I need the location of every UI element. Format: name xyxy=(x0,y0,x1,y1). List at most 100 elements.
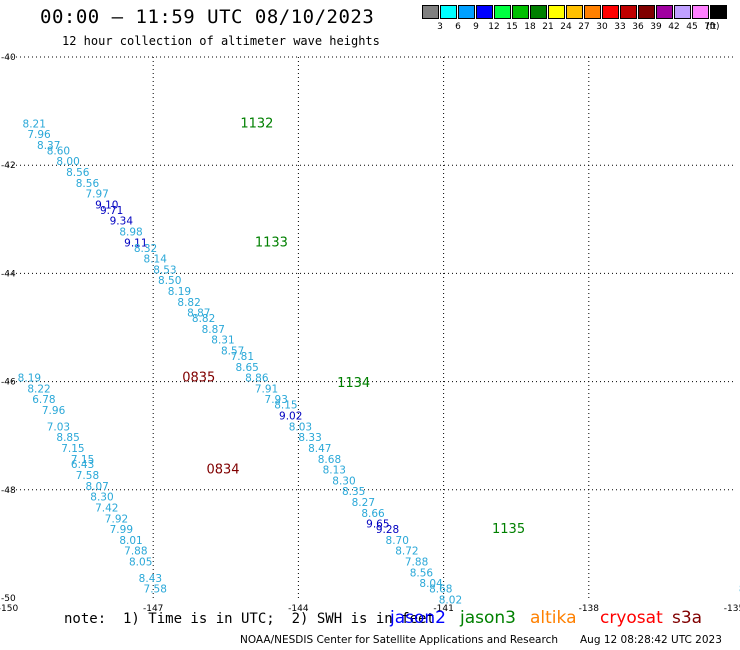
scale-label: 36 xyxy=(632,22,644,32)
scale-swatch xyxy=(476,5,493,19)
swh-value: 9.11 xyxy=(124,237,147,249)
scale-label: 39 xyxy=(650,22,662,32)
swh-value: 8.00 xyxy=(56,156,79,168)
pass-time-label: 1132 xyxy=(240,116,273,131)
scale-label: 6 xyxy=(455,22,461,32)
swh-value: 9.71 xyxy=(100,205,123,217)
page-title: 00:00 – 11:59 UTC 08/10/2023 xyxy=(40,6,375,28)
pass-time-label: 1133 xyxy=(255,235,288,250)
swh-value: 8.02 xyxy=(439,594,462,606)
swh-value: 7.91 xyxy=(255,383,278,395)
scale-swatch xyxy=(620,5,637,19)
scale-label: 15 xyxy=(506,22,518,32)
swh-value: 8.31 xyxy=(211,335,234,347)
swh-value: 7.03 xyxy=(47,421,70,433)
scale-swatch xyxy=(458,5,475,19)
swh-value: 8.57 xyxy=(221,346,244,358)
page-subtitle: 12 hour collection of altimeter wave hei… xyxy=(62,34,380,48)
scale-swatch xyxy=(656,5,673,19)
swh-value: 8.87 xyxy=(202,324,225,336)
swh-value: 7.42 xyxy=(95,502,118,514)
swh-value: 6.78 xyxy=(32,394,55,406)
swh-value: 8.50 xyxy=(158,275,181,287)
scale-label: 45 xyxy=(686,22,698,32)
swh-value: 8.86 xyxy=(245,373,269,385)
lon-tick-label: -147 xyxy=(143,604,163,614)
swh-value: 9.10 xyxy=(95,199,118,211)
scale-swatch xyxy=(548,5,565,19)
footer-note: note: 1) Time is in UTC; 2) SWH is in fe… xyxy=(64,611,435,627)
swh-value: 7.81 xyxy=(231,351,254,363)
swh-value: 8.30 xyxy=(332,475,355,487)
mission-label-cryosat: cryosat xyxy=(600,608,663,628)
swh-value: 8.19 xyxy=(168,286,191,298)
pass-time-label: 1135 xyxy=(492,522,525,537)
swh-value: 8.56 xyxy=(66,167,90,179)
lon-tick-label: -135 xyxy=(724,604,740,614)
swh-value: 8.32 xyxy=(134,243,157,255)
swh-value: 8.04 xyxy=(419,578,443,590)
scale-label: 21 xyxy=(542,22,554,32)
pass-time-label: 0835 xyxy=(182,371,215,386)
swh-value: 8.56 xyxy=(76,178,100,190)
scale-label: 9 xyxy=(473,22,479,32)
swh-value: 8.13 xyxy=(323,465,346,477)
swh-value: 8.03 xyxy=(289,421,312,433)
scale-label: 70 xyxy=(704,22,716,32)
scale-swatch xyxy=(584,5,601,19)
swh-value: 7.92 xyxy=(105,513,128,525)
swh-value: 8.56 xyxy=(410,567,434,579)
scale-swatch xyxy=(566,5,583,19)
swh-value: 7.15 xyxy=(71,454,94,466)
swh-value: 8.35 xyxy=(342,486,365,498)
lat-tick-label: -46 xyxy=(1,378,16,388)
swh-value: 8.85 xyxy=(56,432,79,444)
scale-label: 24 xyxy=(560,22,572,32)
swh-value: 9.34 xyxy=(110,216,134,228)
scale-label: 18 xyxy=(524,22,536,32)
swh-value: 8.47 xyxy=(308,443,331,455)
swh-value: 8.98 xyxy=(119,227,142,239)
swh-value: 8.22 xyxy=(27,383,50,395)
swh-value: 8.68 xyxy=(429,584,452,596)
swh-value: 8.72 xyxy=(395,546,418,558)
lat-tick-label: -50 xyxy=(1,594,16,604)
scale-label: 12 xyxy=(488,22,500,32)
swh-value: 7.99 xyxy=(110,524,133,536)
scale-label: 42 xyxy=(668,22,680,32)
scale-swatch xyxy=(692,5,709,19)
scale-label: 3 xyxy=(437,22,443,32)
swh-value: 6.43 xyxy=(71,459,94,471)
swh-value: 8.19 xyxy=(18,373,41,385)
swh-value: 8.14 xyxy=(144,254,168,266)
lat-tick-label: -48 xyxy=(1,486,16,496)
lon-tick-label: -144 xyxy=(288,604,309,614)
swh-value: 8.37 xyxy=(37,140,60,152)
swh-value: 7.88 xyxy=(405,557,428,569)
swh-value: 8.07 xyxy=(85,481,108,493)
pass-time-label: 0834 xyxy=(206,463,239,478)
swh-value: 9.65 xyxy=(366,519,389,531)
mission-label-s3a: s3a xyxy=(672,608,703,628)
swh-value: 8.65 xyxy=(235,362,258,374)
scale-swatch xyxy=(530,5,547,19)
swh-value: 8.68 xyxy=(318,454,341,466)
mission-label-jason3: jason3 xyxy=(460,608,516,628)
swh-value: 8.33 xyxy=(298,432,321,444)
lon-tick-label: -138 xyxy=(579,604,600,614)
swh-value: 7.96 xyxy=(42,405,66,417)
lat-tick-label: -40 xyxy=(1,53,16,63)
swh-value: 7.15 xyxy=(61,443,84,455)
scale-units: (ft) xyxy=(706,22,720,32)
scale-swatch xyxy=(638,5,655,19)
swh-value: 7.93 xyxy=(265,394,288,406)
scale-swatch xyxy=(710,5,727,19)
scale-swatch xyxy=(602,5,619,19)
scale-swatch xyxy=(494,5,511,19)
swh-value: 9.02 xyxy=(279,410,302,422)
scale-swatch xyxy=(512,5,529,19)
swh-value: 7.88 xyxy=(124,546,147,558)
swh-value: 8.87 xyxy=(187,308,210,320)
